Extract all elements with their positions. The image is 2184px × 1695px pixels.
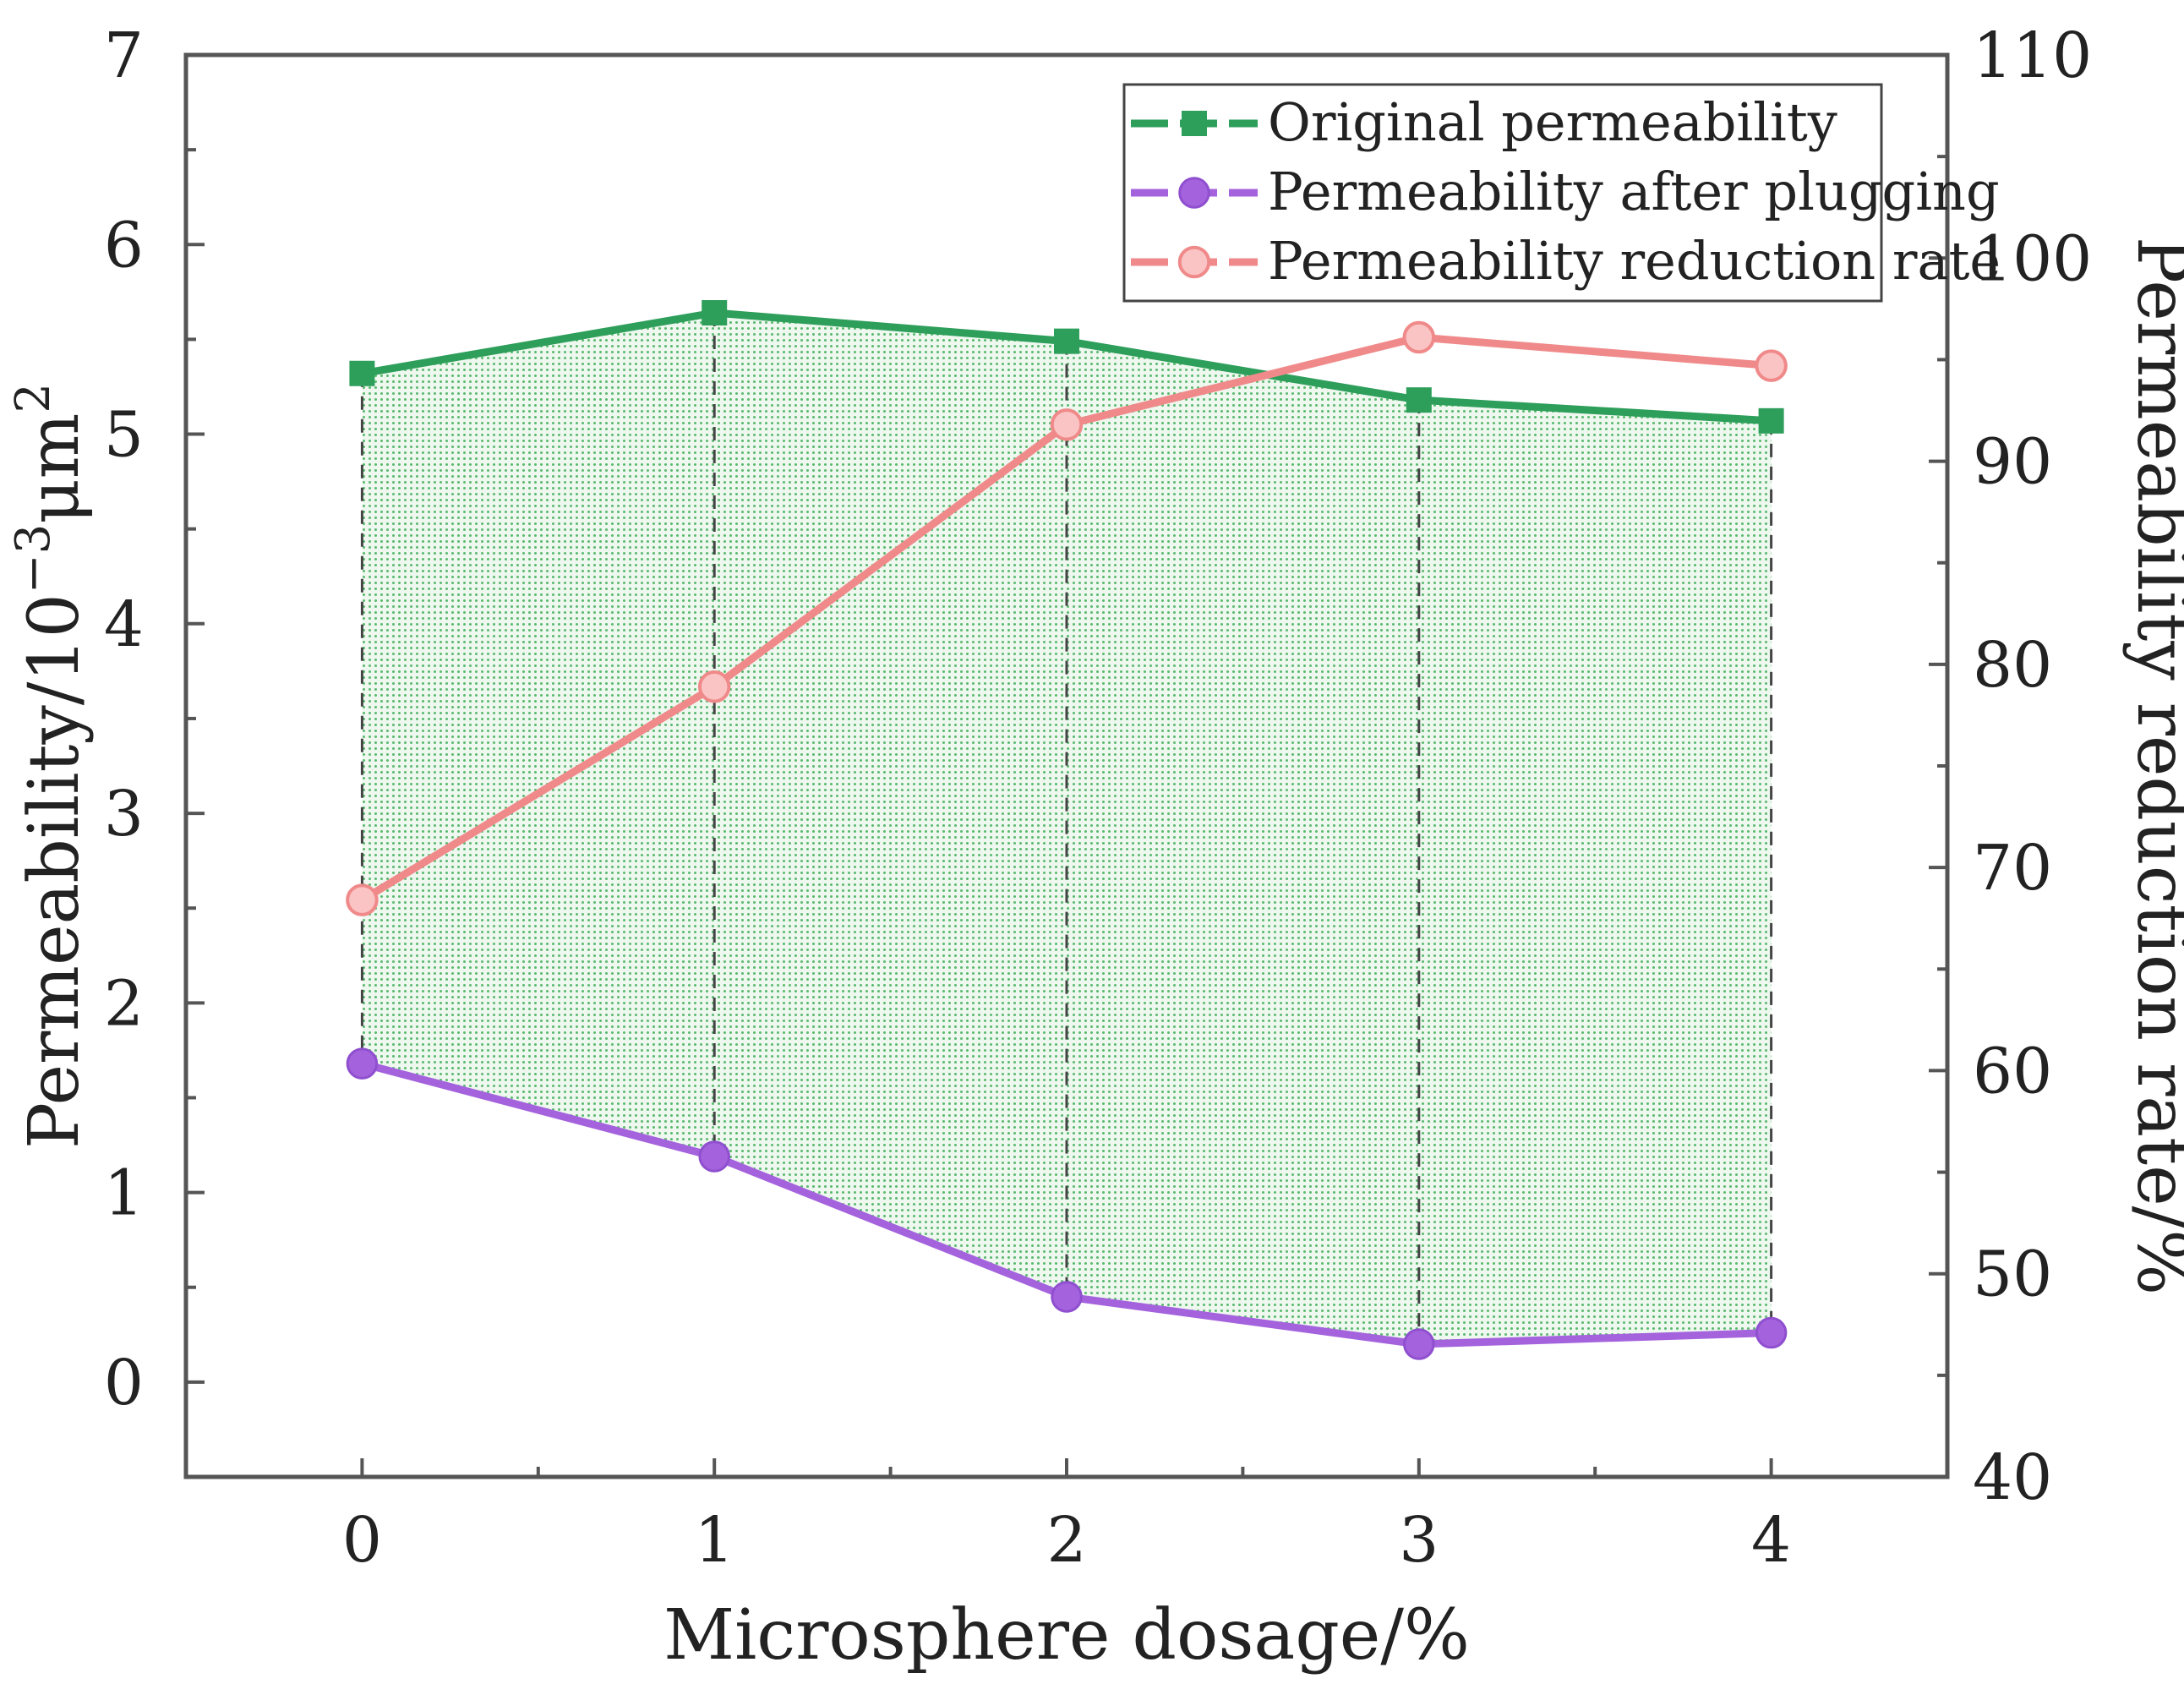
- y-axis-right-title: Permeability reduction rate/%: [2121, 237, 2184, 1295]
- x-tick-label: 0: [342, 1504, 382, 1577]
- legend-label: Permeability reduction rate: [1268, 230, 2001, 292]
- x-tick-label: 2: [1046, 1504, 1086, 1577]
- y-right-tick-label: 70: [1973, 832, 2052, 905]
- marker-circle: [1403, 1328, 1435, 1360]
- y-right-tick-label: 60: [1973, 1035, 2052, 1107]
- marker-circle: [1050, 408, 1084, 441]
- y-right-tick-label: 80: [1973, 629, 2052, 702]
- marker-circle: [1177, 245, 1211, 279]
- x-tick-label: 4: [1751, 1504, 1791, 1577]
- y-left-tick-label: 5: [104, 399, 144, 472]
- marker-square: [1758, 407, 1784, 434]
- y-left-tick-label: 4: [104, 588, 144, 661]
- marker-square: [1406, 387, 1432, 413]
- y-left-tick-label: 2: [104, 967, 144, 1040]
- y-left-tick-label: 6: [104, 209, 144, 282]
- marker-circle: [346, 1047, 379, 1080]
- marker-circle: [698, 1140, 730, 1173]
- marker-square: [1182, 111, 1207, 136]
- marker-square: [349, 360, 375, 386]
- x-tick-label: 3: [1399, 1504, 1439, 1577]
- y-left-tick-label: 7: [104, 19, 144, 92]
- y-left-tick-label: 0: [104, 1347, 144, 1419]
- marker-circle: [697, 670, 731, 703]
- marker-circle: [1402, 320, 1436, 354]
- legend-label: Permeability after plugging: [1268, 161, 2000, 222]
- marker-circle: [1755, 349, 1788, 382]
- marker-circle: [346, 883, 379, 916]
- y-right-tick-label: 110: [1973, 19, 2092, 92]
- y-axis-left-title: Permeability/10−3μm2: [6, 383, 95, 1149]
- x-tick-label: 1: [695, 1504, 734, 1577]
- y-right-tick-label: 50: [1973, 1238, 2052, 1311]
- x-axis-title: Microsphere dosage/%: [663, 1595, 1470, 1676]
- marker-circle: [1178, 177, 1210, 209]
- y-right-tick-label: 90: [1973, 426, 2052, 499]
- marker-square: [1054, 328, 1079, 354]
- y-left-tick-label: 1: [104, 1157, 144, 1230]
- y-right-tick-label: 40: [1973, 1441, 2052, 1514]
- marker-circle: [1051, 1281, 1083, 1313]
- y-left-tick-label: 3: [104, 778, 144, 850]
- marker-square: [702, 300, 728, 326]
- marker-circle: [1755, 1316, 1788, 1349]
- y-right-tick-label: 100: [1973, 222, 2092, 295]
- legend-label: Original permeability: [1268, 91, 1837, 153]
